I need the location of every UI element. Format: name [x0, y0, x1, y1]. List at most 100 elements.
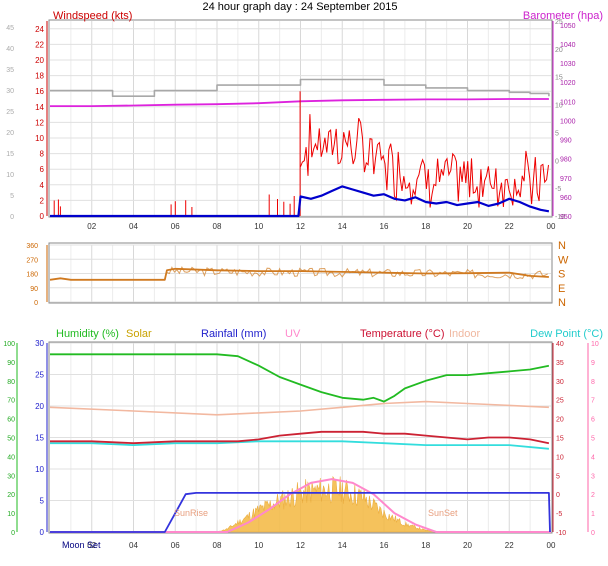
uv-tick-7: 7 [591, 398, 595, 405]
windspeed-tick-18: 18 [35, 72, 44, 81]
wind-direction-jitter [166, 266, 548, 280]
windspeed-tick-20: 20 [35, 56, 44, 65]
windspeed-tick-14: 14 [35, 103, 44, 112]
wind-x-tick-02: 02 [87, 222, 96, 231]
outer-left-tick-20: 20 [6, 130, 14, 137]
inner-right-tick-15: 15 [555, 75, 563, 82]
rainfall-tick-25: 25 [35, 371, 44, 380]
temperature-tick-30: 30 [556, 379, 564, 386]
climate-panel-annotations: Moon Set SunRise SunSet [62, 508, 458, 550]
humidity-tick-30: 30 [7, 473, 15, 480]
climate-x-tick-08: 08 [213, 541, 222, 550]
windspeed-tick-2: 2 [40, 196, 45, 205]
humidity-tick-40: 40 [7, 454, 15, 461]
humidity-tick-10: 10 [7, 511, 15, 518]
wind-x-tick-20: 20 [463, 222, 472, 231]
wind-x-tick-06: 06 [171, 222, 180, 231]
climate-panel-axes: 0510152025300102030405060708090100-10-50… [3, 339, 599, 537]
humidity-label: Humidity (%) [56, 328, 119, 340]
uv-tick-1: 1 [591, 511, 595, 518]
rainfall-tick-0: 0 [40, 528, 45, 537]
solar-area [216, 475, 447, 533]
wind-x-tick-16: 16 [380, 222, 389, 231]
direction-tick-360: 360 [26, 243, 38, 250]
uv-tick-8: 8 [591, 379, 595, 386]
direction-panel-series [49, 266, 549, 281]
rainfall-tick-30: 30 [35, 339, 44, 348]
barometer-tick-970: 970 [560, 176, 572, 183]
windspeed-tick-8: 8 [40, 150, 45, 159]
rainfall-tick-20: 20 [35, 402, 44, 411]
direction-tick-270: 270 [26, 257, 38, 264]
wind-direction-line [49, 267, 549, 281]
humidity-tick-70: 70 [7, 398, 15, 405]
temperature-tick-35: 35 [556, 360, 564, 367]
climate-x-tick-18: 18 [421, 541, 430, 550]
wind-panel-x-ticks: 02 04 06 08 10 12 14 16 18 20 22 00 [87, 222, 556, 231]
compass-tick-N-4: N [558, 240, 566, 252]
barometer-tick-1020: 1020 [560, 80, 576, 87]
outer-left-tick-35: 35 [6, 67, 14, 74]
climate-panel-x-ticks: 02 04 06 08 10 12 14 16 18 20 22 00 [87, 541, 556, 550]
barometer-tick-950: 950 [560, 214, 572, 221]
windspeed-tick-22: 22 [35, 40, 44, 49]
windspeed-tick-16: 16 [35, 87, 44, 96]
uv-tick-6: 6 [591, 417, 595, 424]
uv-tick-10: 10 [591, 341, 599, 348]
uv-tick-3: 3 [591, 473, 595, 480]
outer-left-tick-15: 15 [6, 151, 14, 158]
temperature-tick-5: 5 [556, 473, 560, 480]
compass-tick-W-3: W [558, 254, 569, 266]
climate-x-tick-04: 04 [129, 541, 138, 550]
barometer-tick-990: 990 [560, 138, 572, 145]
solar-label: Solar [126, 328, 152, 340]
uv-tick-5: 5 [591, 436, 595, 443]
rainfall-label: Rainfall (mm) [201, 328, 266, 340]
rainfall-tick-10: 10 [35, 465, 44, 474]
temperature-tick-10: 10 [556, 454, 564, 461]
inner-right-tick--10: -10 [555, 214, 565, 221]
wind-x-tick-08: 08 [213, 222, 222, 231]
barometer-tick-980: 980 [560, 157, 572, 164]
inner-right-tick-20: 20 [555, 47, 563, 54]
inner-right-tick-10: 10 [555, 103, 563, 110]
barometer-tick-1010: 1010 [560, 99, 576, 106]
outer-left-tick-45: 45 [6, 25, 14, 32]
windspeed-tick-6: 6 [40, 165, 45, 174]
humidity-tick-90: 90 [7, 360, 15, 367]
outer-left-tick-30: 30 [6, 88, 14, 95]
barometer-tick-1050: 1050 [560, 23, 576, 30]
sunrise-annotation: SunRise [174, 508, 208, 518]
temperature-tick-15: 15 [556, 436, 564, 443]
climate-panel-series [49, 353, 551, 533]
wind-panel-axes: 024681012141618202224051015202530354045-… [6, 19, 575, 221]
rainfall-line [50, 492, 551, 533]
windspeed-line [53, 91, 549, 216]
direction-tick-0: 0 [34, 300, 38, 307]
climate-x-tick-00: 00 [547, 541, 556, 550]
outer-left-tick-40: 40 [6, 46, 14, 53]
windspeed-tick-12: 12 [35, 118, 44, 127]
moonset-annotation: Moon Set [62, 540, 101, 550]
compass-tick-E-1: E [558, 283, 565, 295]
uv-tick-9: 9 [591, 360, 595, 367]
rainfall-tick-5: 5 [40, 497, 45, 506]
inner-right-tick--5: -5 [555, 186, 561, 193]
uv-tick-4: 4 [591, 454, 595, 461]
windspeed-axis-label: Windspeed (kts) [53, 10, 132, 22]
wind-x-tick-12: 12 [296, 222, 305, 231]
compass-tick-N-0: N [558, 297, 566, 309]
temperature-label: Temperature (°C) [360, 328, 444, 340]
outer-left-tick-0: 0 [10, 214, 14, 221]
wind-x-tick-18: 18 [421, 222, 430, 231]
outer-left-tick-25: 25 [6, 109, 14, 116]
humidity-tick-80: 80 [7, 379, 15, 386]
direction-tick-90: 90 [30, 286, 38, 293]
climate-x-tick-12: 12 [296, 541, 305, 550]
wind-x-tick-04: 04 [129, 222, 138, 231]
climate-x-tick-06: 06 [171, 541, 180, 550]
sunset-annotation: SunSet [428, 508, 458, 518]
